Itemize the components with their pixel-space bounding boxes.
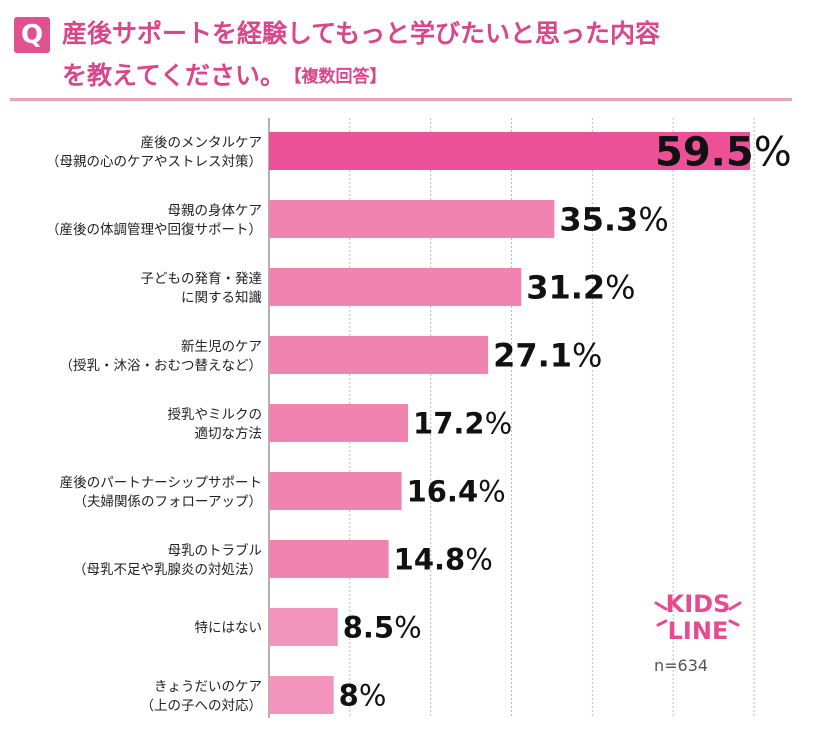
value-label-3: 31.2%	[526, 269, 635, 307]
bar-3	[269, 268, 522, 306]
chart-title-line1: 産後サポートを経験してもっと学びたいと思った内容	[62, 19, 661, 48]
category-label-4: 新生児のケア	[181, 339, 262, 355]
kids-line-logo: KIDS LINE	[654, 590, 742, 645]
value-label-9: 8%	[339, 678, 387, 712]
category-label-9: きょうだいのケア	[154, 679, 262, 695]
value-unit-1: %	[754, 129, 792, 175]
question-badge: Q	[14, 17, 50, 53]
value-unit-5: %	[485, 406, 513, 440]
value-unit-2: %	[638, 201, 668, 239]
bar-7	[269, 540, 389, 578]
header-rule	[10, 98, 792, 101]
category-sublabel-5: 適切な方法	[195, 425, 263, 442]
category-label-6: 産後のパートナーシップサポート	[60, 475, 262, 491]
value-number-8: 8.5	[343, 610, 394, 644]
bar-4	[269, 336, 489, 374]
value-label-7: 14.8%	[394, 542, 493, 576]
bar-9	[269, 676, 334, 714]
value-unit-4: %	[572, 337, 602, 375]
category-sublabel-4: （授乳・沐浴・おむつ替えなど）	[60, 358, 263, 374]
value-unit-9: %	[359, 678, 387, 712]
value-unit-6: %	[478, 474, 506, 508]
value-label-4: 27.1%	[493, 337, 602, 375]
category-sublabel-9: （上の子への対応）	[141, 698, 263, 714]
value-unit-7: %	[465, 542, 493, 576]
value-unit-3: %	[605, 269, 635, 307]
value-label-2: 35.3%	[559, 201, 668, 239]
value-number-5: 17.2	[413, 406, 485, 440]
logo-line2: LINE	[668, 617, 729, 645]
bar-8	[269, 608, 338, 646]
value-label-1: 59.5%	[655, 129, 792, 175]
value-number-4: 27.1	[493, 337, 572, 375]
category-sublabel-1: （母親の心のケアやストレス対策）	[46, 153, 262, 170]
category-label-2: 母親の身体ケア	[168, 203, 263, 219]
value-number-6: 16.4	[407, 474, 479, 508]
category-label-3: 子どもの発育・発達	[141, 271, 263, 287]
value-number-3: 31.2	[526, 269, 605, 307]
value-label-8: 8.5%	[343, 610, 422, 644]
value-number-2: 35.3	[559, 201, 638, 239]
bar-2	[269, 200, 555, 238]
value-number-9: 8	[339, 678, 359, 712]
bar-6	[269, 472, 402, 510]
header: Q 産後サポートを経験してもっと学びたいと思った内容 を教えてください。 【複数回…	[0, 0, 813, 105]
bar-5	[269, 404, 409, 442]
logo-line1: KIDS	[666, 590, 731, 618]
sample-size-label: n=634	[654, 656, 709, 675]
category-sublabel-2: （産後の体調管理や回復サポート）	[46, 221, 262, 238]
category-sublabel-6: （夫婦関係のフォローアップ）	[74, 493, 262, 510]
category-label-8: 特にはない	[195, 620, 263, 636]
category-label-7: 母乳のトラブル	[168, 542, 263, 559]
value-label-6: 16.4%	[407, 474, 506, 508]
chart-title-line2: を教えてください。 【複数回答】	[62, 58, 387, 95]
value-number-7: 14.8	[394, 542, 466, 576]
category-sublabel-3: に関する知識	[181, 289, 262, 306]
category-sublabel-7: （母乳不足や乳腺炎の対処法）	[73, 562, 262, 578]
value-unit-8: %	[394, 610, 422, 644]
chart-title-note: 【複数回答】	[293, 67, 387, 87]
category-label-5: 授乳やミルクの	[168, 407, 263, 423]
value-label-5: 17.2%	[413, 406, 512, 440]
category-label-1: 産後のメンタルケア	[141, 135, 263, 151]
chart-title-line2-text: を教えてください。	[62, 61, 286, 90]
value-number-1: 59.5	[655, 129, 754, 175]
bar-1	[269, 132, 750, 170]
